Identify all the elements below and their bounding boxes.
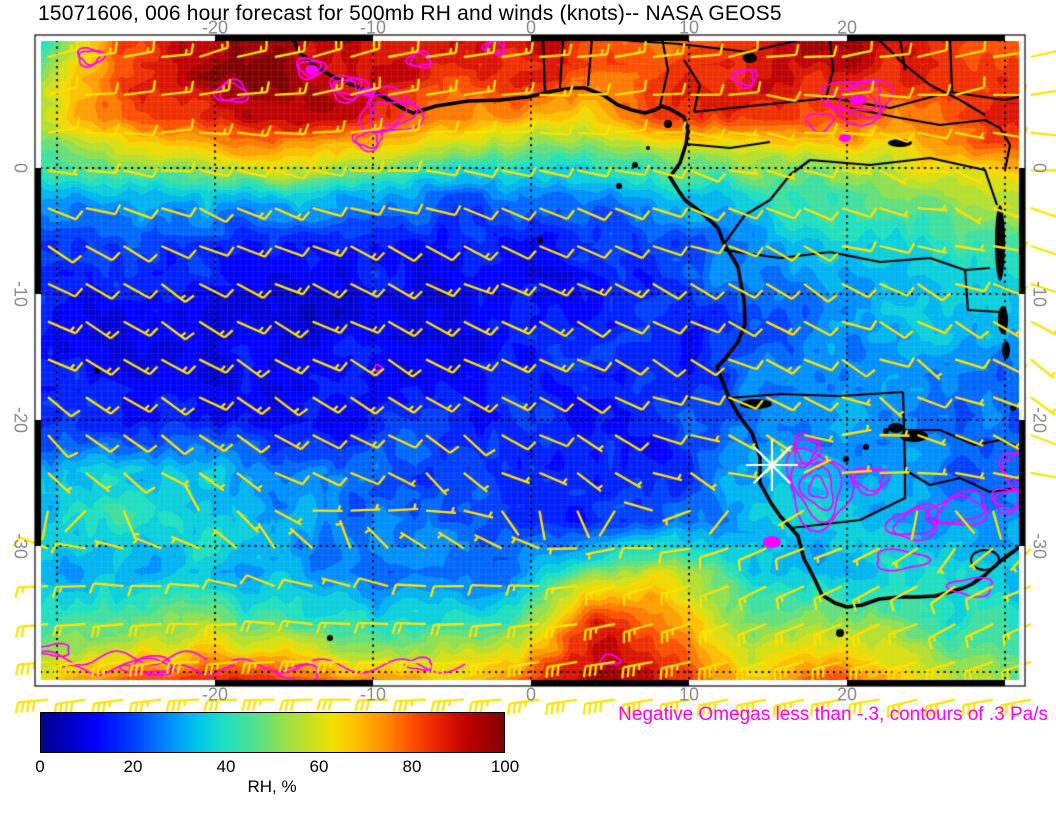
lon-tick-bottom: 0 bbox=[525, 684, 537, 705]
colorbar bbox=[40, 712, 505, 753]
lat-tick-right: -20 bbox=[1029, 406, 1050, 434]
lon-tick-top: 10 bbox=[678, 17, 700, 38]
lon-tick-bottom: -20 bbox=[201, 684, 229, 705]
colorbar-tick: 100 bbox=[490, 757, 520, 776]
lat-tick-right: -10 bbox=[1029, 280, 1050, 308]
colorbar-label: RH, % bbox=[247, 777, 297, 796]
colorbar-tick: 20 bbox=[123, 757, 143, 776]
colorbar-tick: 0 bbox=[35, 757, 45, 776]
lon-tick-top: -20 bbox=[201, 17, 229, 38]
colorbar-tick: 40 bbox=[216, 757, 236, 776]
plot-title: 15071606, 006 hour forecast for 500mb RH… bbox=[38, 2, 782, 25]
lon-tick-top: -10 bbox=[359, 17, 387, 38]
lon-tick-bottom: 20 bbox=[836, 684, 858, 705]
lon-tick-top: 0 bbox=[525, 17, 537, 38]
lon-tick-bottom: -10 bbox=[359, 684, 387, 705]
lat-tick-right: -30 bbox=[1029, 532, 1050, 560]
lat-tick-left: -30 bbox=[10, 532, 31, 560]
lat-tick-left: -10 bbox=[10, 280, 31, 308]
colorbar-tick: 80 bbox=[402, 757, 422, 776]
lat-tick-left: -20 bbox=[10, 406, 31, 434]
lat-tick-left: 0 bbox=[10, 162, 31, 174]
colorbar-tick: 60 bbox=[309, 757, 329, 776]
lat-tick-right: 0 bbox=[1029, 162, 1050, 174]
lon-tick-bottom: 10 bbox=[678, 684, 700, 705]
omega-annotation: Negative Omegas less than -.3, contours … bbox=[618, 704, 1048, 725]
lon-tick-top: 20 bbox=[836, 17, 858, 38]
